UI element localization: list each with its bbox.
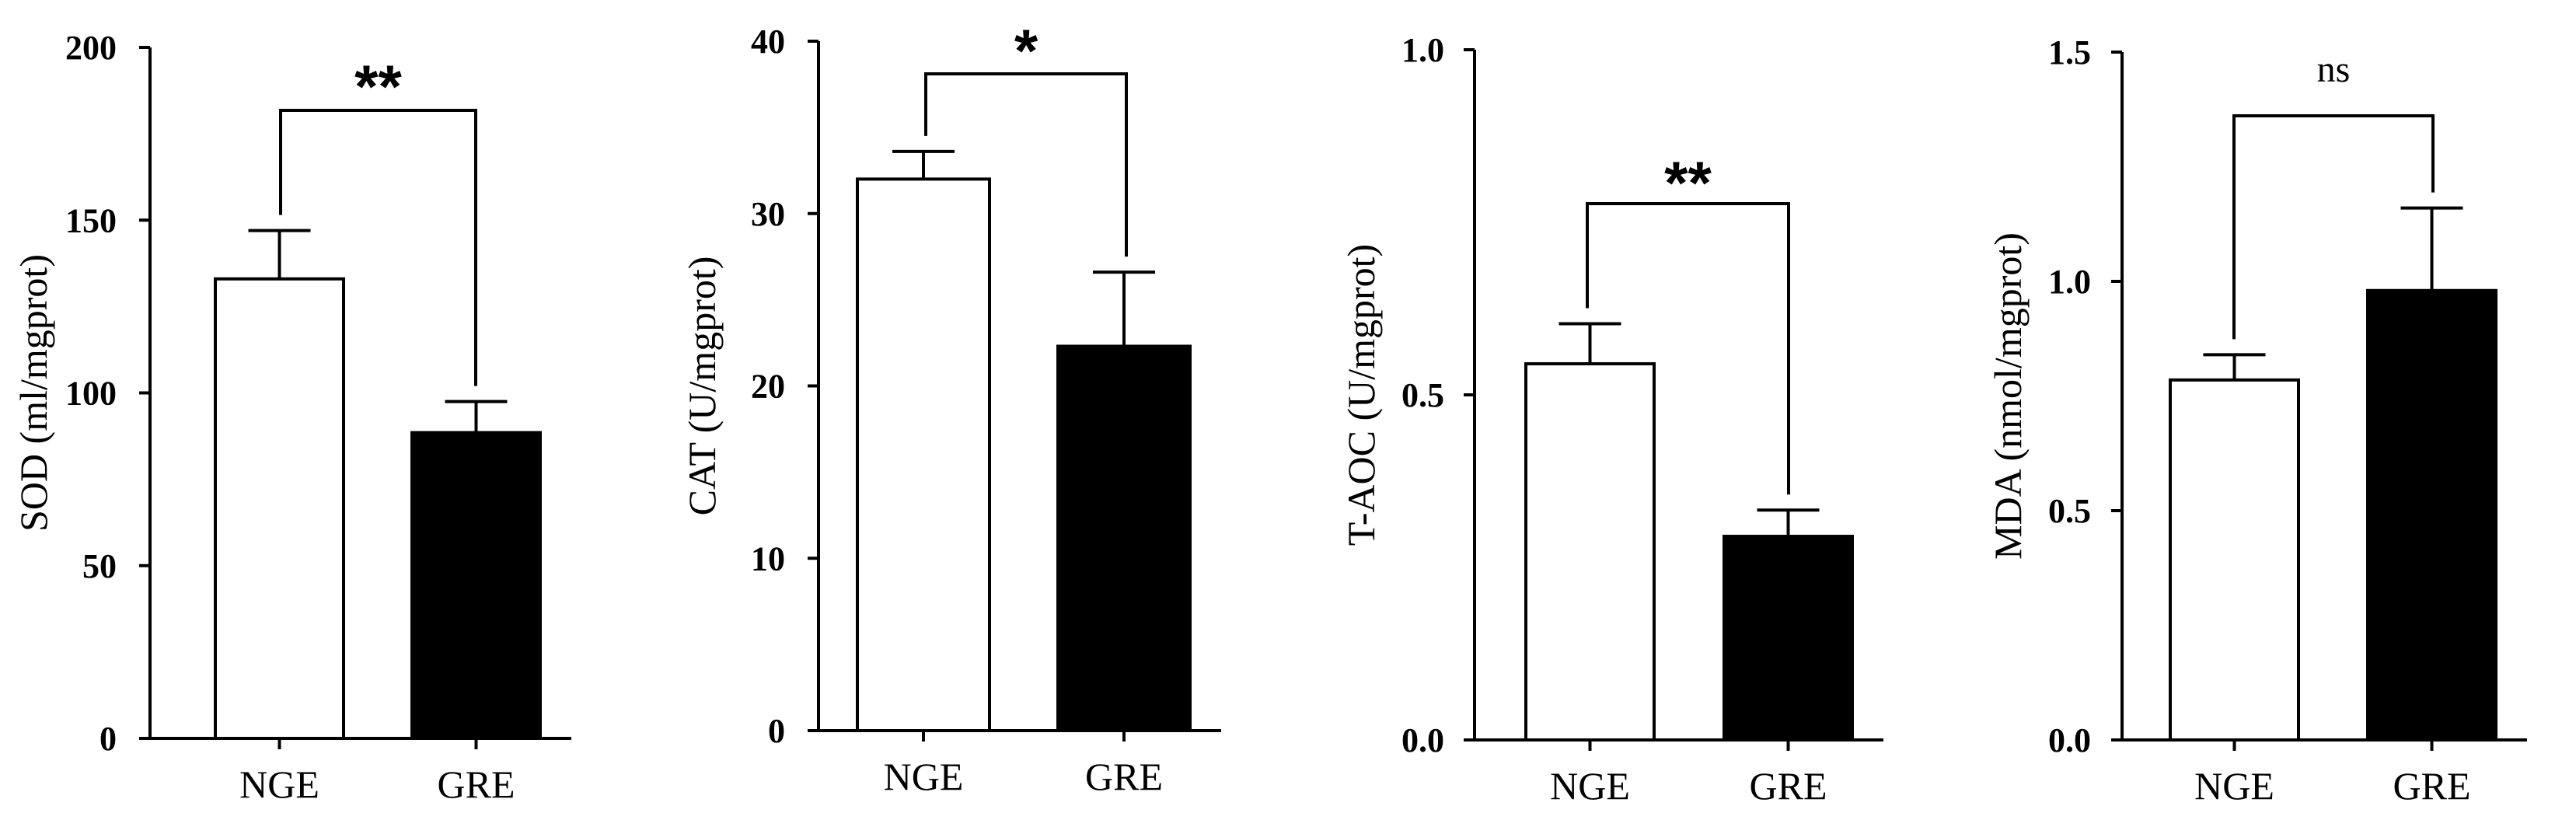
- x-tick-label-nge: NGE: [884, 755, 964, 798]
- y-tick-label: 0.5: [1401, 376, 1444, 414]
- y-tick-label: 0.5: [2048, 492, 2091, 530]
- bar-nge: [2169, 378, 2300, 742]
- y-tick-label: 50: [82, 547, 117, 585]
- bar-gre: [2366, 288, 2497, 742]
- chart-panel-4: 0.0 0.5 1.0 1.5 MDA (nmol/mgprot) NGE GRE ns: [1986, 33, 2527, 808]
- significance-label: **: [354, 52, 402, 120]
- significance-label: **: [1664, 148, 1712, 217]
- bar-nge: [214, 277, 345, 740]
- bar-gre: [410, 431, 542, 740]
- y-tick-label: 10: [751, 539, 785, 578]
- significance-bracket: [2232, 114, 2435, 340]
- bar-gre: [1723, 535, 1854, 742]
- x-tick-label-gre: GRE: [1085, 755, 1163, 798]
- x-tick-label-nge: NGE: [1550, 764, 1630, 808]
- significance-label: ns: [2317, 49, 2351, 90]
- significance-label: *: [1014, 16, 1038, 85]
- y-tick-label: 150: [65, 201, 117, 239]
- x-tick-label-nge: NGE: [2194, 764, 2274, 808]
- x-tick-label-gre: GRE: [1750, 764, 1827, 808]
- significance-bracket: [1586, 202, 1790, 495]
- y-tick-label: 100: [65, 375, 117, 413]
- y-tick-label: 200: [65, 29, 117, 67]
- x-tick-label-gre: GRE: [438, 762, 515, 806]
- bar-nge: [1524, 362, 1656, 742]
- y-axis-title: T-AOC (U/mgprot): [1339, 244, 1383, 546]
- y-tick-label: 0.0: [2048, 721, 2091, 759]
- y-tick-label: 1.5: [2048, 33, 2091, 72]
- y-axis-title: SOD (ml/mgprot): [12, 254, 55, 532]
- chart-panel-2: 0 10 20 30 40 CAT (U/mgprot) NGE GRE *: [680, 16, 1221, 798]
- x-tick-label-gre: GRE: [2393, 764, 2471, 808]
- y-tick-label: 0: [768, 712, 785, 750]
- bar-nge: [856, 177, 991, 732]
- bar-gre: [1056, 344, 1192, 732]
- chart-panel-1: 0 50 100 150 200 SOD (ml/mgprot) NGE GRE **: [12, 29, 571, 806]
- y-tick-label: 0.0: [1401, 721, 1444, 759]
- significance-bracket: [924, 72, 1128, 257]
- x-tick-label-nge: NGE: [239, 762, 319, 806]
- y-axis-title: MDA (nmol/mgprot): [1986, 232, 2030, 560]
- chart-panel-3: 0.0 0.5 1.0 T-AOC (U/mgprot) NGE GRE **: [1339, 31, 1883, 808]
- y-tick-label: 1.0: [2048, 263, 2091, 301]
- y-tick-label: 0: [99, 720, 117, 758]
- y-axis-title: CAT (U/mgprot): [680, 256, 724, 516]
- y-tick-label: 30: [751, 195, 785, 233]
- y-tick-label: 1.0: [1401, 31, 1444, 69]
- y-tick-label: 20: [751, 368, 785, 406]
- significance-bracket: [279, 109, 477, 386]
- y-tick-label: 40: [751, 23, 785, 61]
